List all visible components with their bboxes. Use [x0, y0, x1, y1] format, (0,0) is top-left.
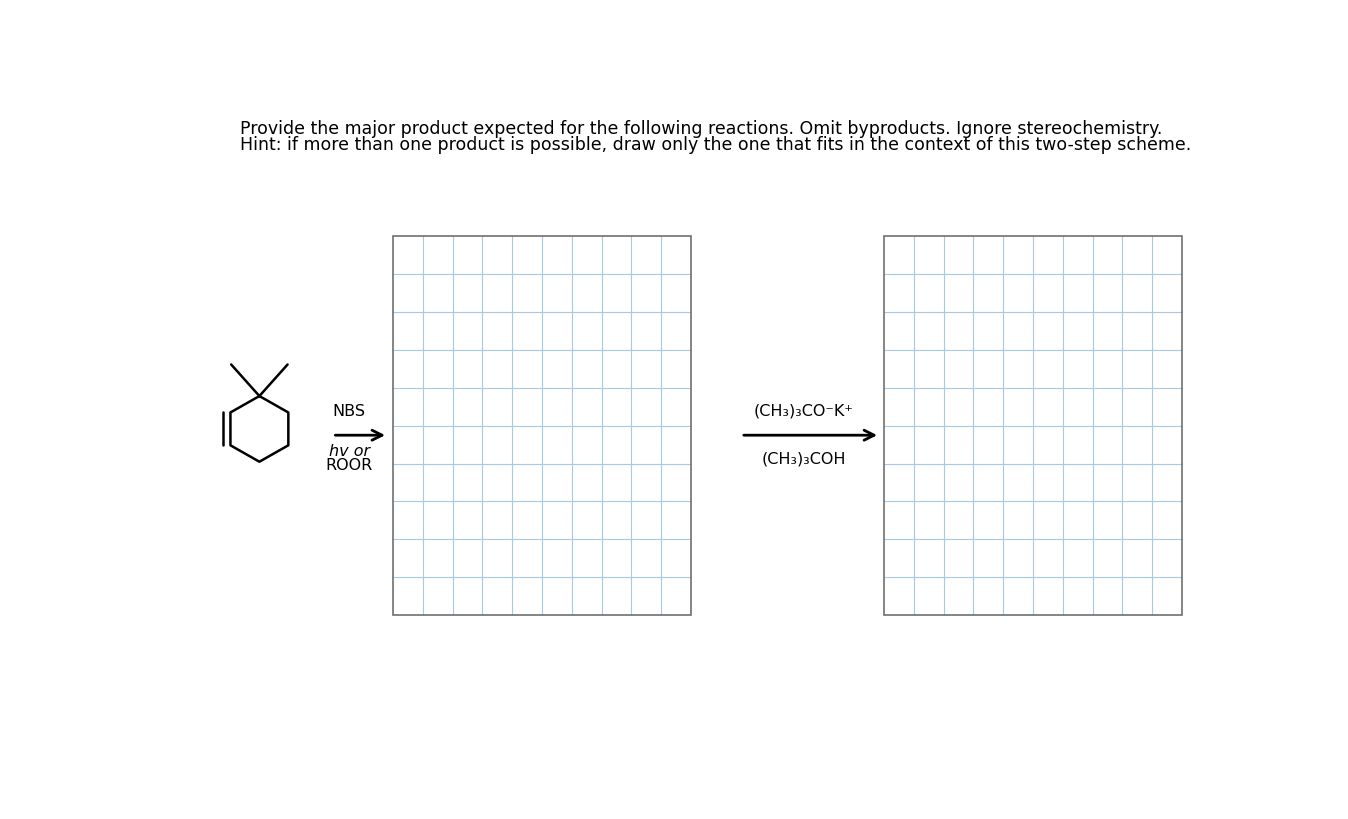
Text: Provide the major product expected for the following reactions. Omit byproducts.: Provide the major product expected for t…	[240, 120, 1162, 138]
Bar	[884, 237, 1182, 615]
Text: hv or: hv or	[329, 444, 369, 459]
Text: (CH₃)₃CO⁻K⁺: (CH₃)₃CO⁻K⁺	[754, 403, 853, 418]
Text: ROOR: ROOR	[326, 458, 373, 473]
Text: NBS: NBS	[333, 403, 365, 418]
Bar	[394, 237, 692, 615]
Text: (CH₃)₃COH: (CH₃)₃COH	[762, 451, 847, 466]
Text: Hint: if more than one product is possible, draw only the one that fits in the c: Hint: if more than one product is possib…	[240, 136, 1190, 154]
